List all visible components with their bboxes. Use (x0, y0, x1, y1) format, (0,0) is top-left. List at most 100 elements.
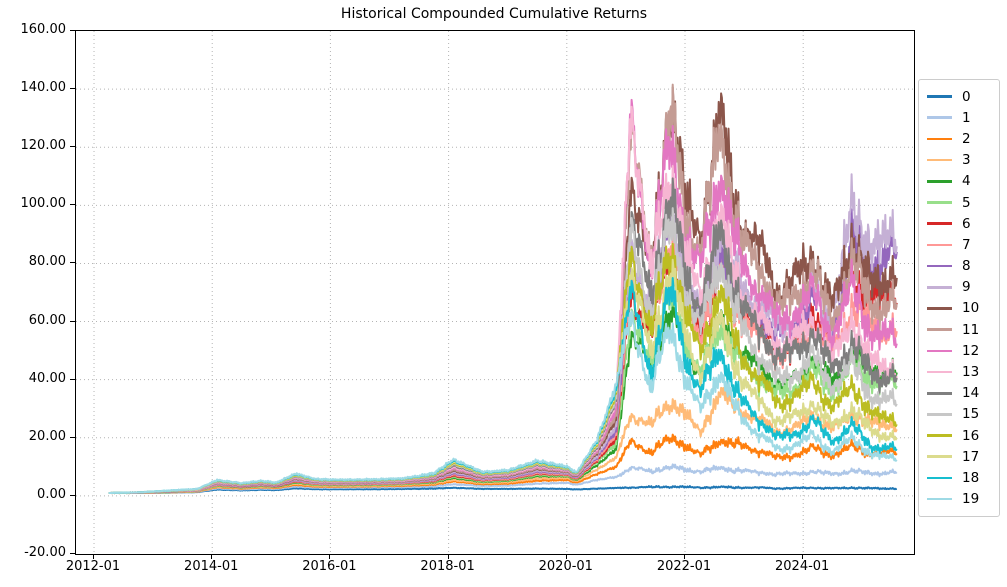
legend-item: 10 (927, 298, 999, 319)
legend-label: 4 (962, 173, 971, 190)
legend-color-swatch (927, 243, 952, 247)
legend-item: 16 (927, 425, 999, 446)
x-tick-label: 2012-01 (65, 559, 121, 574)
legend-item: 2 (927, 128, 999, 149)
y-tick-mark (70, 436, 75, 438)
legend-color-swatch (927, 201, 952, 204)
y-tick-label: 80.00 (28, 254, 66, 270)
series-line-19 (108, 310, 898, 494)
legend-item: 17 (927, 446, 999, 467)
y-tick-mark (70, 553, 75, 554)
legend-item: 13 (927, 361, 999, 382)
x-tick-label: 2014-01 (184, 559, 239, 574)
legend-label: 10 (962, 300, 980, 317)
legend-label: 13 (962, 364, 980, 381)
legend-color-swatch (927, 137, 952, 141)
legend-color-swatch (927, 222, 952, 226)
legend-color-swatch (927, 391, 952, 395)
legend-item: 15 (927, 404, 999, 425)
x-tick-mark (683, 554, 685, 559)
y-tick-mark (70, 320, 75, 322)
legend-color-swatch (927, 307, 952, 310)
legend-label: 16 (962, 427, 980, 444)
legend-color-swatch (927, 370, 952, 374)
y-tick-label: 60.00 (28, 312, 66, 328)
x-tick-label: 2018-01 (420, 559, 475, 574)
legend-label: 11 (962, 321, 980, 338)
legend-label: 18 (962, 469, 980, 486)
legend-label: 1 (962, 109, 971, 126)
x-tick-label: 2016-01 (302, 559, 357, 574)
x-tick-mark (329, 554, 331, 559)
y-tick-label: 160.00 (20, 22, 67, 37)
y-tick-label: -20.00 (24, 545, 66, 560)
y-tick-mark (70, 262, 75, 264)
y-tick-label: 40.00 (28, 370, 66, 386)
legend-item: 3 (927, 150, 999, 171)
y-tick-mark (70, 494, 75, 496)
series-line-7 (108, 227, 898, 494)
legend-item: 14 (927, 383, 999, 404)
legend-item: 1 (927, 107, 999, 128)
chart-title: Historical Compounded Cumulative Returns (340, 6, 648, 22)
x-tick-mark (565, 554, 567, 559)
x-tick-mark (802, 554, 804, 559)
plot-area (75, 30, 915, 555)
legend-label: 0 (962, 88, 971, 105)
legend-color-swatch (927, 349, 952, 353)
legend-item: 6 (927, 213, 999, 234)
y-tick-mark (70, 378, 75, 380)
legend-color-swatch (927, 116, 952, 120)
y-tick-mark (70, 146, 75, 148)
legend-label: 17 (962, 448, 980, 465)
y-tick-label: 20.00 (28, 428, 66, 444)
chart-canvas (76, 31, 914, 554)
x-tick-label: 2022-01 (656, 559, 712, 574)
y-tick-label: 100.00 (20, 196, 67, 212)
x-tick-mark (93, 554, 95, 559)
legend-color-swatch (927, 158, 952, 162)
legend: 0 1 2 3 4 5 6 7 8 9 10 11 12 13 14 15 16 17 18 19 (918, 79, 1000, 517)
legend-label: 6 (962, 215, 971, 232)
legend-item: 7 (927, 234, 999, 255)
legend-item: 18 (927, 467, 999, 488)
series-line-9 (108, 173, 898, 494)
legend-label: 5 (962, 194, 971, 211)
legend-color-swatch (927, 413, 952, 416)
legend-color-swatch (927, 180, 952, 183)
legend-item: 12 (927, 340, 999, 361)
x-tick-mark (447, 554, 449, 559)
legend-color-swatch (927, 455, 952, 459)
y-tick-mark (70, 204, 75, 206)
legend-color-swatch (927, 285, 952, 289)
legend-label: 12 (962, 342, 980, 359)
legend-label: 7 (962, 236, 971, 253)
legend-label: 14 (962, 385, 980, 402)
x-tick-mark (211, 554, 213, 559)
legend-color-swatch (927, 328, 952, 331)
y-tick-label: 120.00 (20, 138, 67, 154)
legend-label: 9 (962, 279, 971, 296)
legend-label: 19 (962, 491, 980, 508)
legend-item: 0 (927, 86, 999, 107)
legend-label: 15 (962, 406, 980, 423)
y-tick-label: 140.00 (20, 80, 67, 96)
y-tick-label: 0.00 (37, 486, 66, 502)
legend-item: 8 (927, 256, 999, 277)
legend-color-swatch (927, 497, 952, 501)
legend-color-swatch (927, 264, 952, 268)
legend-item: 9 (927, 277, 999, 298)
y-tick-mark (70, 88, 75, 90)
legend-item: 4 (927, 171, 999, 192)
legend-item: 5 (927, 192, 999, 213)
y-tick-mark (70, 30, 75, 31)
x-tick-label: 2020-01 (538, 559, 593, 574)
x-tick-label: 2024-01 (775, 559, 830, 574)
legend-color-swatch (927, 476, 952, 480)
legend-label: 2 (962, 130, 971, 147)
legend-label: 3 (962, 152, 971, 169)
legend-item: 11 (927, 319, 999, 340)
legend-label: 8 (962, 258, 971, 275)
legend-color-swatch (927, 434, 952, 437)
